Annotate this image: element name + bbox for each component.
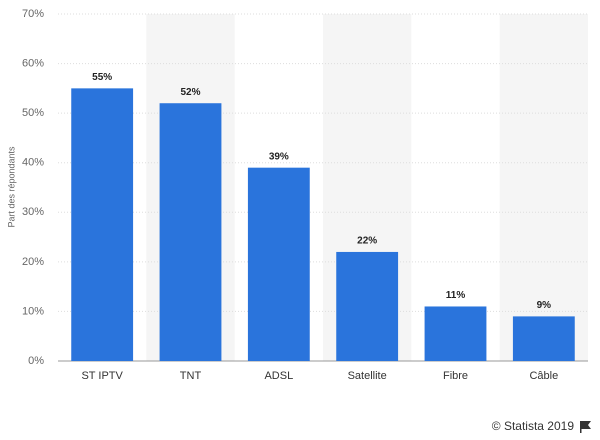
band-shade	[499, 14, 588, 361]
flag-icon	[580, 421, 591, 433]
y-tick-label: 20%	[22, 256, 44, 268]
y-tick-label: 40%	[22, 157, 44, 169]
value-label: 39%	[269, 151, 289, 162]
value-label: 52%	[180, 87, 200, 98]
x-tick-label: ADSL	[264, 370, 293, 382]
bar	[424, 306, 487, 361]
credit: © Statista 2019	[492, 419, 575, 433]
y-tick-label: 50%	[22, 107, 44, 119]
value-label: 11%	[446, 290, 466, 301]
x-tick-label: TNT	[180, 370, 202, 382]
value-label: 22%	[357, 236, 377, 247]
y-axis-label: Part des répondants	[6, 146, 16, 228]
y-tick-label: 10%	[22, 305, 44, 317]
value-label: 9%	[537, 300, 552, 311]
y-tick-label: 60%	[22, 57, 44, 69]
x-tick-label: Satellite	[348, 370, 387, 382]
y-tick-label: 70%	[22, 8, 44, 20]
x-tick-label: Câble	[529, 370, 558, 382]
bar	[247, 167, 310, 361]
bar	[71, 88, 134, 361]
bar	[512, 316, 575, 361]
x-tick-label: ST IPTV	[81, 370, 123, 382]
x-tick-label: Fibre	[443, 370, 468, 382]
y-tick-label: 30%	[22, 206, 44, 218]
y-tick-label: 0%	[28, 355, 44, 367]
bar	[159, 103, 222, 361]
value-label: 55%	[92, 72, 112, 83]
bar	[336, 251, 399, 361]
